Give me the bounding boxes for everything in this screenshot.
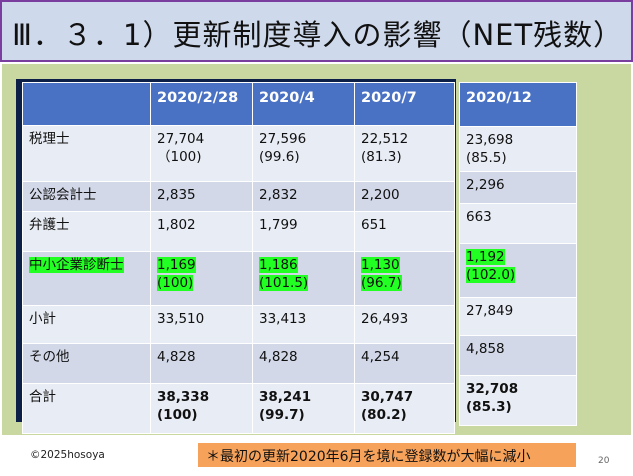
data-table-2020-12: 2020/12 23,698 (85.5) 2,296 663 1,192 (102… bbox=[459, 82, 577, 426]
table-row: 663 bbox=[459, 203, 577, 244]
cell: 1,186 (101.5) bbox=[252, 251, 355, 306]
header-2020-7: 2020/7 bbox=[354, 82, 455, 126]
cell: 27,596 (99.6) bbox=[252, 125, 355, 182]
cell: 32,708 (85.3) bbox=[459, 375, 577, 426]
table-row: 23,698 (85.5) bbox=[459, 126, 577, 172]
cell: 4,828 bbox=[150, 343, 253, 384]
table-row: 4,858 bbox=[459, 335, 577, 376]
header-blank bbox=[22, 82, 151, 126]
cell: 651 bbox=[354, 211, 455, 252]
cell: 38,338 (100) bbox=[150, 383, 253, 434]
table-row: 27,849 bbox=[459, 297, 577, 336]
row-label: 中小企業診断士 bbox=[22, 251, 151, 306]
table-header-row: 2020/2/28 2020/4 2020/7 bbox=[22, 82, 455, 126]
cell: 1,802 bbox=[150, 211, 253, 252]
row-label: 小計 bbox=[22, 305, 151, 344]
table-row: 小計 33,510 33,413 26,493 bbox=[22, 305, 455, 344]
header-2020-4: 2020/4 bbox=[252, 82, 355, 126]
table-row: 弁護士 1,802 1,799 651 bbox=[22, 211, 455, 252]
table-row: 1,192 (102.0) bbox=[459, 243, 577, 298]
cell: 4,828 bbox=[252, 343, 355, 384]
row-label: 合計 bbox=[22, 383, 151, 434]
cell: 1,169 (100) bbox=[150, 251, 253, 306]
note-text: ＊最初の更新2020年6月を境に登録数が大幅に減小 bbox=[206, 449, 531, 465]
row-label: その他 bbox=[22, 343, 151, 384]
data-table: 2020/2/28 2020/4 2020/7 税理士 27,704 （100) … bbox=[22, 82, 455, 434]
table-row: 2,296 bbox=[459, 171, 577, 204]
cell: 27,849 bbox=[459, 297, 577, 336]
cell: 4,254 bbox=[354, 343, 455, 384]
cell: 2,835 bbox=[150, 181, 253, 212]
table-row: 中小企業診断士 1,169 (100) 1,186 (101.5) 1,130 (96… bbox=[22, 251, 455, 306]
cell: 4,858 bbox=[459, 335, 577, 376]
table-row: 32,708 (85.3) bbox=[459, 375, 577, 426]
cell: 1,130 (96.7) bbox=[354, 251, 455, 306]
row-label: 弁護士 bbox=[22, 211, 151, 252]
cell: 33,413 bbox=[252, 305, 355, 344]
cell: 27,704 （100) bbox=[150, 125, 253, 182]
table-row: 公認会計士 2,835 2,832 2,200 bbox=[22, 181, 455, 212]
row-label: 税理士 bbox=[22, 125, 151, 182]
note-box: ＊最初の更新2020年6月を境に登録数が大幅に減小 bbox=[198, 443, 576, 467]
row-label: 公認会計士 bbox=[22, 181, 151, 212]
cell: 33,510 bbox=[150, 305, 253, 344]
title-bar: Ⅲ．３．1）更新制度導入の影響（NET残数） bbox=[0, 0, 633, 62]
table-header-row: 2020/12 bbox=[459, 82, 577, 127]
cell: 1,192 (102.0) bbox=[459, 243, 577, 298]
copyright-text: ©2025hosoya bbox=[30, 449, 105, 461]
cell: 2,200 bbox=[354, 181, 455, 212]
table-row: 合計 38,338 (100) 38,241 (99.7) 30,747 (80.2) bbox=[22, 383, 455, 434]
cell: 2,832 bbox=[252, 181, 355, 212]
table-row: その他 4,828 4,828 4,254 bbox=[22, 343, 455, 384]
page-number: 20 bbox=[598, 456, 610, 466]
cell: 30,747 (80.2) bbox=[354, 383, 455, 434]
header-2020-12: 2020/12 bbox=[459, 82, 577, 127]
cell: 663 bbox=[459, 203, 577, 244]
slide-title: Ⅲ．３．1）更新制度導入の影響（NET残数） bbox=[12, 18, 624, 52]
cell: 2,296 bbox=[459, 171, 577, 204]
cell: 1,799 bbox=[252, 211, 355, 252]
cell: 23,698 (85.5) bbox=[459, 126, 577, 172]
cell: 22,512 (81.3) bbox=[354, 125, 455, 182]
cell: 38,241 (99.7) bbox=[252, 383, 355, 434]
cell: 26,493 bbox=[354, 305, 455, 344]
header-2020-2-28: 2020/2/28 bbox=[150, 82, 253, 126]
table-row: 税理士 27,704 （100) 27,596 (99.6) 22,512 (81.3… bbox=[22, 125, 455, 182]
